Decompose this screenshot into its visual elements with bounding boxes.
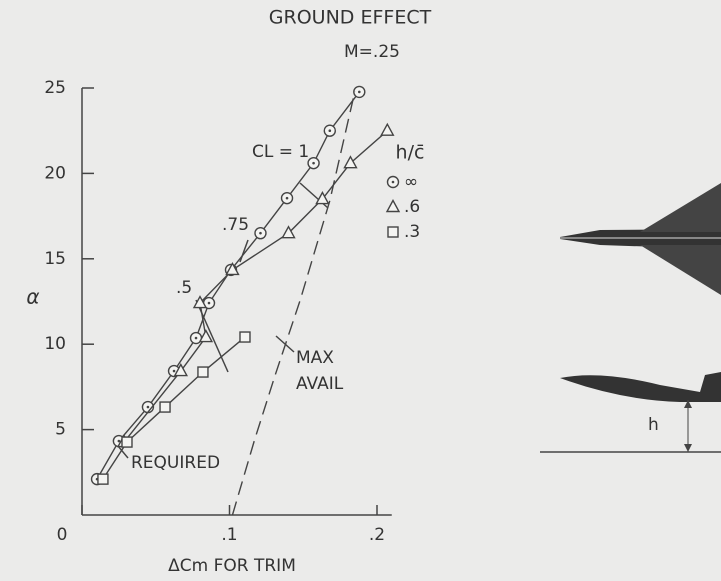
- chart-title: GROUND EFFECT: [269, 7, 432, 29]
- annotation: REQUIRED: [131, 453, 220, 473]
- marker: [97, 473, 109, 485]
- cl-line: [239, 239, 249, 263]
- annotation: MAX: [296, 348, 334, 368]
- marker-dot: [172, 369, 176, 373]
- marker: [343, 155, 358, 169]
- x-axis-label: ΔCm FOR TRIM: [168, 556, 296, 576]
- aircraft-side: [540, 372, 721, 453]
- annotation: .5: [176, 278, 192, 298]
- y-tick-label: 20: [44, 163, 66, 183]
- marker: [192, 295, 208, 309]
- series-line: [231, 91, 356, 516]
- x-tick-label: .1: [221, 525, 237, 545]
- annotation: AVAIL: [296, 374, 344, 394]
- marker-dot: [312, 161, 315, 165]
- marker: [380, 122, 395, 136]
- marker-dot: [207, 301, 211, 305]
- marker: [385, 199, 401, 213]
- y-tick-label: 15: [44, 249, 66, 269]
- y-axis-label: α: [26, 285, 39, 309]
- marker: [197, 366, 209, 378]
- y-tick-label: 10: [44, 334, 66, 354]
- marker-dot: [391, 180, 395, 184]
- marker: [387, 226, 399, 238]
- chart-subtitle: M=.25: [344, 42, 400, 62]
- marker: [281, 225, 296, 239]
- marker: [173, 363, 189, 377]
- leader: [117, 445, 129, 459]
- y-tick-label: 5: [55, 420, 66, 440]
- marker: [159, 401, 171, 413]
- annotation: h: [648, 415, 659, 435]
- annotation: CL = 1: [252, 142, 309, 162]
- marker-dot: [146, 405, 150, 409]
- marker-dot: [117, 439, 121, 443]
- aircraft-top: [560, 183, 721, 295]
- marker-dot: [259, 231, 262, 235]
- legend-title: h/c̄: [396, 142, 425, 164]
- x-tick-label: 0: [57, 525, 68, 545]
- marker: [239, 331, 251, 343]
- x-tick-label: .2: [369, 525, 385, 545]
- legend-label: .3: [404, 222, 420, 242]
- marker-dot: [285, 196, 289, 200]
- marker: [225, 261, 240, 276]
- marker: [198, 329, 214, 343]
- annotation: .75: [222, 215, 249, 235]
- y-tick-label: 25: [44, 78, 66, 98]
- marker-dot: [358, 90, 361, 94]
- series-line: [123, 130, 388, 443]
- marker: [315, 191, 330, 205]
- series-line: [96, 91, 360, 480]
- legend-label: .6: [404, 197, 420, 217]
- marker-dot: [328, 129, 332, 132]
- marker: [121, 436, 133, 448]
- legend-label: ∞: [404, 172, 418, 192]
- marker-dot: [194, 336, 198, 340]
